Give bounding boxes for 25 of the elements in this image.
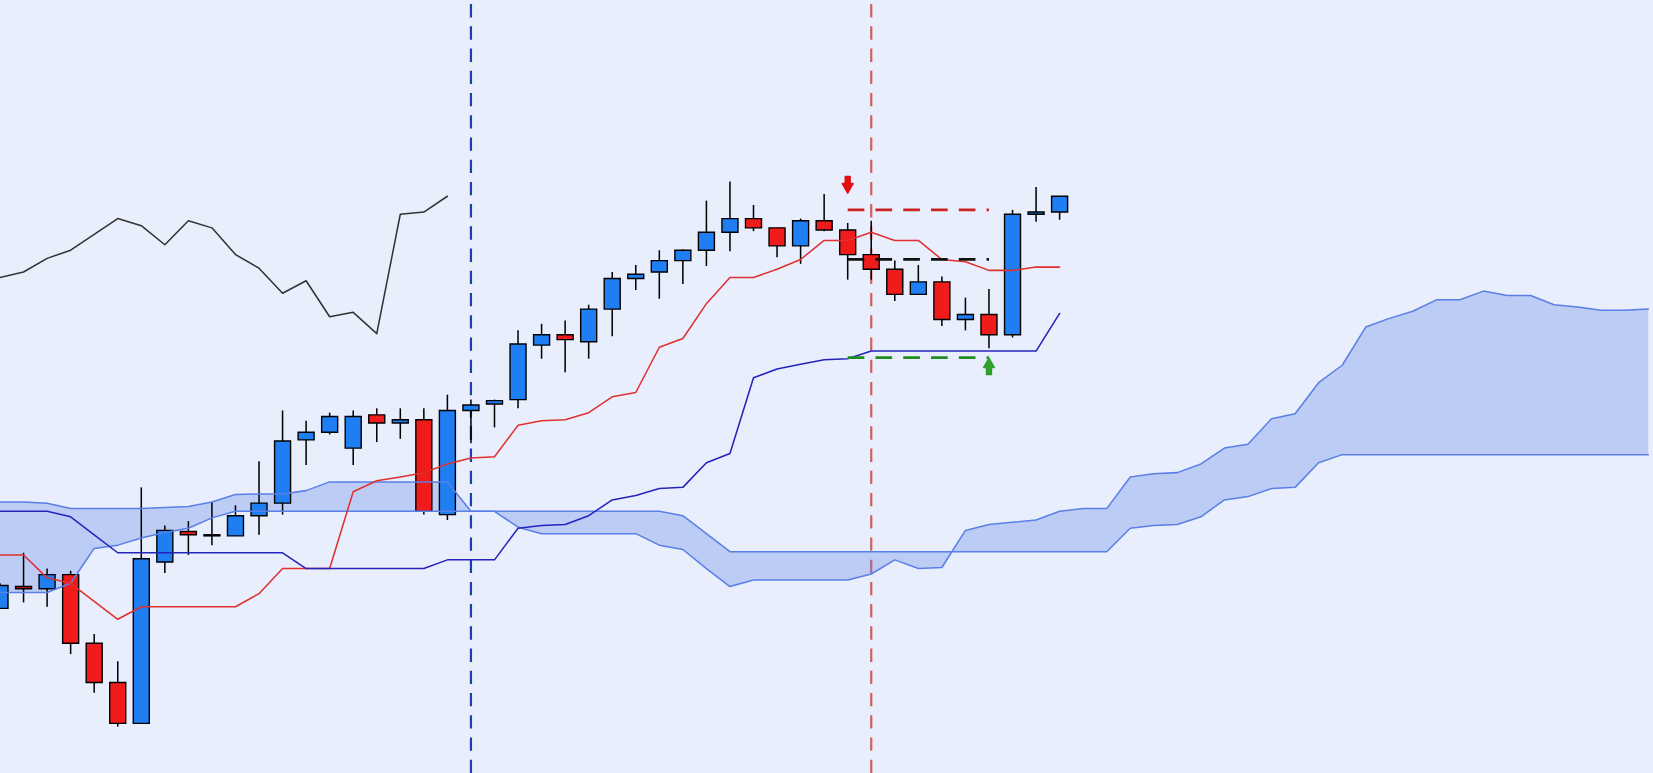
- candlestick: [674, 248, 692, 285]
- candlestick: [1027, 186, 1045, 223]
- candlestick: [956, 296, 975, 332]
- candlestick: [556, 319, 574, 374]
- candlestick: [650, 249, 669, 300]
- candlestick: [226, 504, 245, 537]
- candlestick: [815, 193, 833, 232]
- candlestick: [862, 220, 880, 281]
- candlestick: [203, 501, 221, 546]
- candlestick: [909, 264, 928, 296]
- candlestick: [368, 407, 386, 443]
- candlestick: [532, 323, 551, 360]
- candlestick: [391, 407, 410, 440]
- candlestick: [980, 288, 998, 350]
- candlestick: [320, 411, 339, 436]
- candlestick: [297, 420, 315, 466]
- candlestick: [462, 398, 480, 444]
- candlestick: [250, 460, 268, 536]
- candlestick: [721, 180, 739, 253]
- candlestick: [697, 199, 716, 267]
- candlestick: [485, 398, 504, 429]
- candlestick: [1050, 195, 1069, 221]
- candlestick: [38, 567, 56, 608]
- candlestick: [744, 204, 763, 232]
- candlestick: [768, 227, 786, 259]
